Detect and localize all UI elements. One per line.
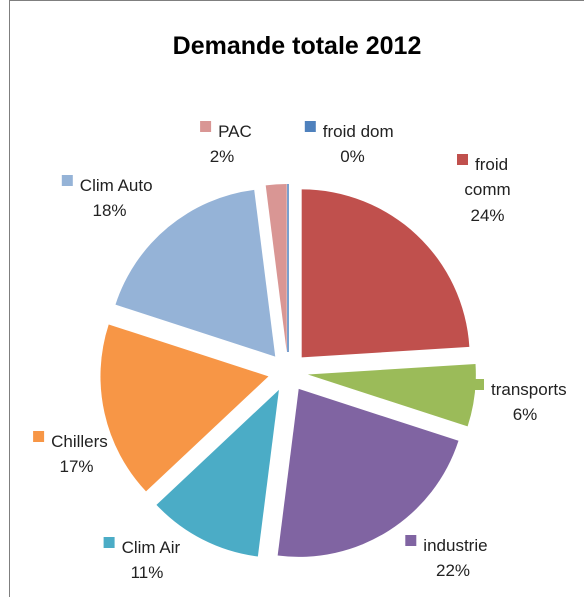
slice-percent-industrie: 22% xyxy=(436,561,470,580)
label-froid-comm: froid comm 24% xyxy=(457,154,511,225)
slice-percent-pac: 2% xyxy=(210,147,235,166)
label-chillers: Chillers 17% xyxy=(33,431,108,476)
label-froid-dom: froid dom 0% xyxy=(304,121,394,166)
legend-swatch-industrie xyxy=(405,535,417,546)
legend-swatch-clim-air xyxy=(103,537,115,548)
label-industrie: industrie 22% xyxy=(405,535,488,580)
pie-slice-chillers xyxy=(100,324,269,492)
slice-percent-clim-air: 11% xyxy=(131,563,164,582)
slice-label-pac: PAC xyxy=(218,122,252,141)
legend-swatch-froid-dom xyxy=(304,121,316,132)
slice-percent-froid-dom: 0% xyxy=(340,147,365,166)
chart-title: Demande totale 2012 xyxy=(172,32,422,60)
pie-slice-clim-auto xyxy=(115,189,276,357)
label-pac: PAC 2% xyxy=(200,121,252,166)
legend-swatch-pac xyxy=(200,121,212,132)
legend-swatch-froid-comm xyxy=(457,154,468,165)
label-transports: transports 6% xyxy=(473,379,567,424)
slice-label-line2-froid-comm: comm xyxy=(464,180,510,199)
slice-percent-clim-auto: 18% xyxy=(92,201,126,220)
chart-frame xyxy=(9,0,584,597)
slice-label-froid-comm: froid xyxy=(475,155,508,174)
slice-percent-transports: 6% xyxy=(513,405,538,424)
pie-slice-froid-comm xyxy=(301,189,470,358)
slice-label-transports: transports xyxy=(491,380,567,399)
legend-swatch-transports xyxy=(473,379,484,390)
pie-slice-clim-air xyxy=(156,389,279,557)
legend-swatch-chillers xyxy=(33,431,45,442)
slice-label-froid-dom: froid dom xyxy=(323,122,394,141)
pie-slice-pac xyxy=(265,184,287,353)
slice-label-chillers: Chillers xyxy=(51,432,108,451)
slice-percent-chillers: 17% xyxy=(59,457,93,476)
slice-label-industrie: industrie xyxy=(423,536,487,555)
label-clim-auto: Clim Auto 18% xyxy=(61,175,153,220)
legend-swatch-clim-auto xyxy=(61,175,73,186)
slice-label-clim-auto: Clim Auto xyxy=(80,176,153,195)
pie-slice-transports xyxy=(307,363,476,427)
slice-label-clim-air: Clim Air xyxy=(122,538,181,557)
slice-percent-froid-comm: 24% xyxy=(470,206,504,225)
pie-slice-industrie xyxy=(277,388,459,557)
label-clim-air: Clim Air 11% xyxy=(103,537,181,582)
